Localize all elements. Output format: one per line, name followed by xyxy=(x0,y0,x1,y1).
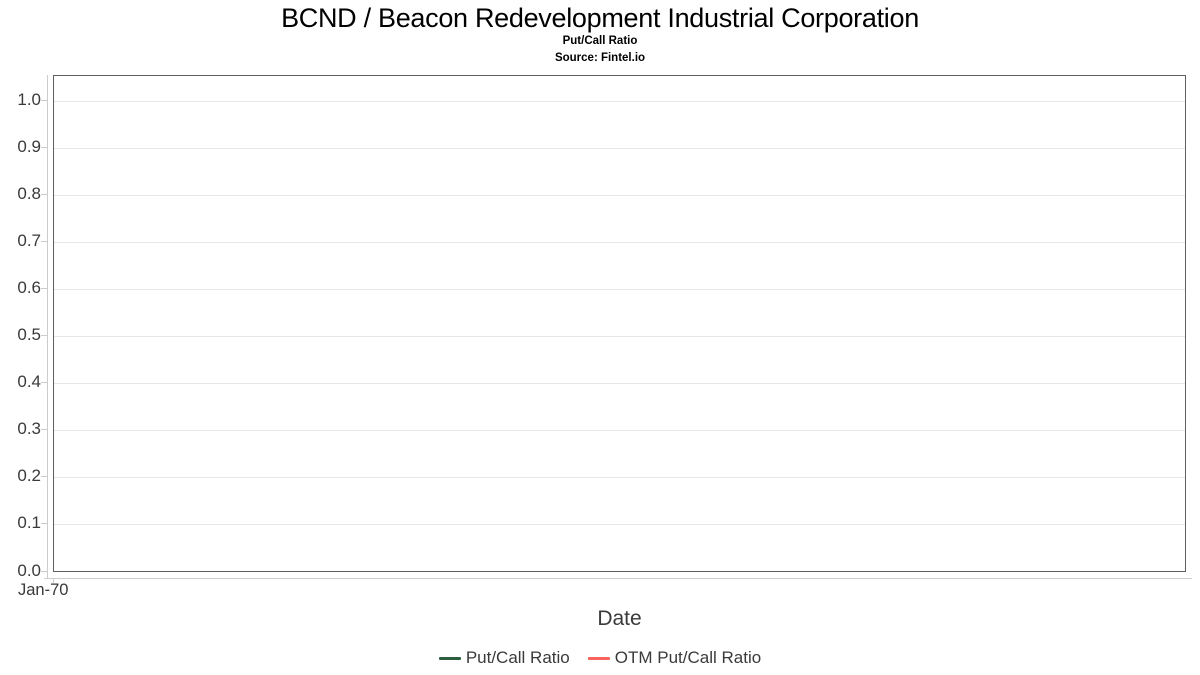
y-tick-mark xyxy=(41,570,47,572)
y-tick-mark xyxy=(41,429,47,431)
y-tick-label: 0.6 xyxy=(17,278,41,298)
legend-label: Put/Call Ratio xyxy=(465,648,570,667)
y-tick-mark xyxy=(41,194,47,196)
x-tick-mark xyxy=(53,578,54,583)
y-tick-label: 0.7 xyxy=(17,231,41,251)
y-tick-label: 0.0 xyxy=(17,560,41,580)
y-tick-label: 0.4 xyxy=(17,372,41,392)
x-axis-line xyxy=(44,578,1192,579)
legend-item: OTM Put/Call Ratio xyxy=(587,648,762,668)
gridline xyxy=(54,148,1185,150)
y-tick-mark xyxy=(41,382,47,384)
gridline xyxy=(54,430,1185,432)
legend: Put/Call Ratio OTM Put/Call Ratio xyxy=(0,648,1200,668)
y-tick-label: 0.2 xyxy=(17,466,41,486)
y-tick-mark xyxy=(41,100,47,101)
legend-line-swatch xyxy=(587,656,610,660)
legend-line-swatch xyxy=(438,656,461,660)
y-tick-label: 0.1 xyxy=(17,513,41,533)
y-tick-label: 0.9 xyxy=(17,137,41,157)
y-axis-line xyxy=(47,75,48,578)
chart-source: Source: Fintel.io xyxy=(554,52,646,64)
x-axis-title: Date xyxy=(597,607,642,630)
y-tick-mark xyxy=(41,288,47,290)
y-tick-label: 0.5 xyxy=(17,325,41,345)
gridline xyxy=(54,195,1185,197)
x-tick-label: Jan-70 xyxy=(18,581,69,599)
y-tick-label: 0.8 xyxy=(17,184,41,204)
chart-title: BCND / Beacon Redevelopment Industrial C… xyxy=(281,3,919,33)
gridline xyxy=(54,242,1185,244)
y-tick-mark xyxy=(41,147,47,149)
gridline xyxy=(54,524,1185,526)
y-tick-label: 0.3 xyxy=(17,419,41,439)
plot-area xyxy=(53,75,1186,572)
legend-item: Put/Call Ratio xyxy=(438,648,570,668)
y-tick-mark xyxy=(41,523,47,525)
y-tick-mark xyxy=(41,241,47,243)
y-tick-mark xyxy=(41,476,47,478)
y-tick-mark xyxy=(41,335,47,337)
y-tick-label: 1.0 xyxy=(17,90,41,109)
gridline xyxy=(54,336,1185,338)
gridline xyxy=(54,289,1185,291)
gridline xyxy=(54,383,1185,385)
gridline xyxy=(54,101,1185,102)
gridline xyxy=(54,477,1185,479)
legend-label: OTM Put/Call Ratio xyxy=(614,648,762,667)
chart-subtitle: Put/Call Ratio xyxy=(562,35,638,47)
